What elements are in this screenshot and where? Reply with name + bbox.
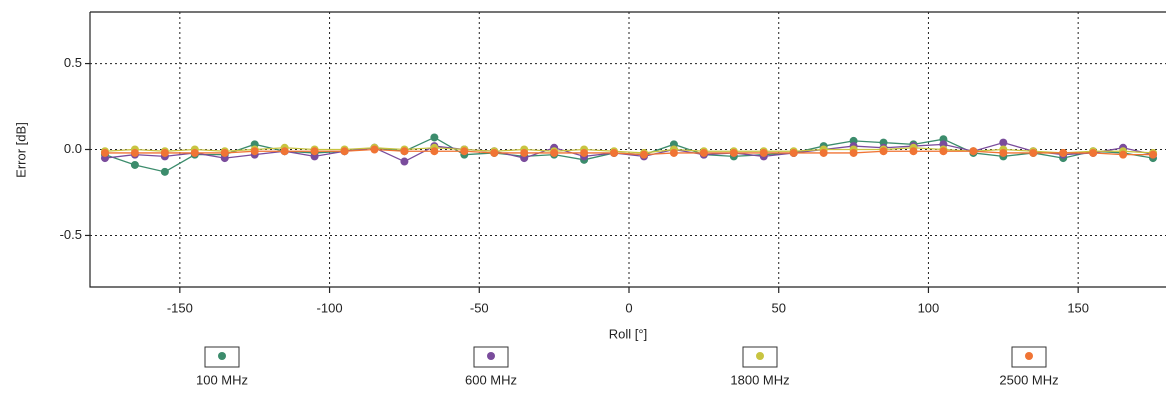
legend-label: 1800 MHz [730, 372, 789, 387]
data-point [1029, 148, 1038, 157]
data-point [639, 150, 648, 159]
y-tick-label: 0.0 [64, 141, 82, 156]
data-point [819, 148, 828, 157]
data-point [190, 148, 199, 157]
x-tick-label: -150 [167, 300, 193, 315]
data-point [250, 147, 259, 156]
legend-label: 100 MHz [196, 372, 248, 387]
data-point [669, 148, 678, 157]
legend-item: 1800 MHz [730, 346, 790, 387]
data-point [130, 148, 139, 157]
data-point [580, 148, 589, 157]
data-point [999, 138, 1008, 147]
data-point [220, 148, 229, 157]
legend-item: 100 MHz [196, 346, 248, 387]
data-point [430, 133, 439, 142]
legend-label: 600 MHz [465, 372, 517, 387]
y-tick-label: -0.5 [60, 227, 82, 242]
data-point [610, 148, 619, 157]
y-tick-label: 0.5 [64, 55, 82, 70]
data-point [909, 147, 918, 156]
legend-item: 2500 MHz [999, 346, 1059, 387]
data-point [1119, 150, 1128, 159]
x-tick-label: 100 [918, 300, 940, 315]
x-tick-label: -100 [317, 300, 343, 315]
x-tick-label: -50 [470, 300, 489, 315]
data-point [699, 148, 708, 157]
data-point [160, 167, 169, 176]
legend-swatch [756, 352, 764, 360]
data-point [1059, 148, 1068, 157]
data-point [280, 147, 289, 156]
legend-item: 600 MHz [465, 346, 517, 387]
legend-swatch [218, 352, 226, 360]
data-point [789, 148, 798, 157]
data-point [340, 147, 349, 156]
data-point [879, 147, 888, 156]
data-point [759, 148, 768, 157]
legend-swatch [487, 352, 495, 360]
data-point [999, 148, 1008, 157]
data-point [729, 148, 738, 157]
legend-swatch [1025, 352, 1033, 360]
data-point [490, 148, 499, 157]
x-axis-label: Roll [°] [609, 326, 647, 341]
y-axis-label: Error [dB] [13, 122, 28, 178]
data-point [939, 147, 948, 156]
x-tick-label: 50 [771, 300, 785, 315]
data-point [130, 160, 139, 169]
data-point [400, 147, 409, 156]
data-point [969, 147, 978, 156]
data-point [100, 148, 109, 157]
legend-label: 2500 MHz [999, 372, 1058, 387]
data-point [1149, 150, 1158, 159]
data-point [1089, 148, 1098, 157]
data-point [520, 148, 529, 157]
data-point [460, 147, 469, 156]
data-point [430, 147, 439, 156]
data-point [550, 148, 559, 157]
data-point [160, 148, 169, 157]
data-point [370, 145, 379, 154]
x-tick-label: 150 [1067, 300, 1089, 315]
data-point [310, 147, 319, 156]
data-point [849, 148, 858, 157]
data-point [400, 157, 409, 166]
x-tick-label: 0 [625, 300, 632, 315]
series-line [104, 148, 1154, 156]
